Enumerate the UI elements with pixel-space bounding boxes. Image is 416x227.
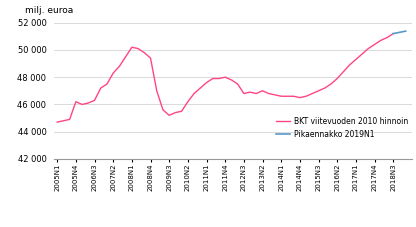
Line: BKT viitevuoden 2010 hinnoin: BKT viitevuoden 2010 hinnoin <box>57 34 393 122</box>
BKT viitevuoden 2010 hinnoin <box>384 36 389 39</box>
Line: Pikaennakko 2019N1: Pikaennakko 2019N1 <box>393 31 406 34</box>
BKT viitevuoden 2010 hinnoin <box>179 110 184 113</box>
Legend: BKT viitevuoden 2010 hinnoin, Pikaennakko 2019N1: BKT viitevuoden 2010 hinnoin, Pikaennakk… <box>276 117 408 139</box>
BKT viitevuoden 2010 hinnoin <box>136 47 141 50</box>
BKT viitevuoden 2010 hinnoin <box>391 32 396 35</box>
Pikaennakko 2019N1 <box>391 32 396 35</box>
BKT viitevuoden 2010 hinnoin <box>353 58 358 61</box>
BKT viitevuoden 2010 hinnoin <box>54 121 59 123</box>
BKT viitevuoden 2010 hinnoin <box>92 99 97 102</box>
BKT viitevuoden 2010 hinnoin <box>117 65 122 68</box>
Pikaennakko 2019N1 <box>403 30 408 32</box>
Text: milj. euroa: milj. euroa <box>25 5 74 15</box>
